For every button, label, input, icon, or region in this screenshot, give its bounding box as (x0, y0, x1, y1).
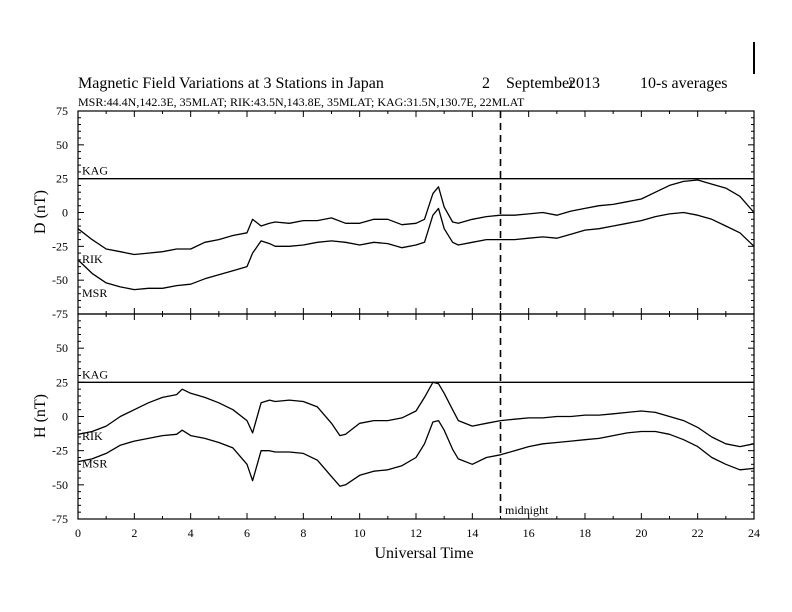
station-label-rik: RIK (82, 429, 103, 443)
station-label-msr: MSR (82, 286, 107, 300)
ytick-label: -50 (52, 273, 68, 287)
ytick-label: 0 (62, 206, 68, 220)
ytick-label: 25 (56, 375, 68, 389)
h-axis-label: H (nT) (32, 394, 49, 438)
stations-line: MSR:44.4N,142.3E, 35MLAT; RIK:43.5N,143.… (78, 95, 525, 109)
series-rik-line (77, 179, 755, 256)
station-label-rik: RIK (82, 252, 103, 266)
ytick-label: -75 (52, 512, 68, 526)
xtick-label: 22 (692, 526, 704, 540)
series-rik-line (77, 419, 755, 487)
panel-d-frame (77, 110, 755, 315)
series-rik-line (77, 381, 755, 448)
series-msr-line (77, 207, 755, 291)
xtick-label: 16 (523, 526, 535, 540)
xtick-label: 10 (354, 526, 366, 540)
xtick-label: 4 (188, 526, 194, 540)
xtick-label: 6 (244, 526, 250, 540)
date-year: 2013 (568, 75, 600, 92)
panel-h-frame (77, 313, 755, 520)
xtick-label: 14 (466, 526, 478, 540)
ytick-label: -25 (52, 444, 68, 458)
ytick-label: 50 (56, 138, 68, 152)
station-label-kag: KAG (82, 367, 108, 381)
reference-lines (78, 111, 754, 519)
ytick-label: 25 (56, 172, 68, 186)
station-label-msr: MSR (82, 456, 107, 470)
date-day: 2 (482, 75, 490, 92)
ytick-label: -75 (52, 307, 68, 321)
xtick-label: 20 (635, 526, 647, 540)
xtick-label: 8 (300, 526, 306, 540)
data-traces (77, 179, 755, 487)
xtick-label: 2 (131, 526, 137, 540)
d-axis-label: D (nT) (32, 190, 49, 234)
midnight-label: midnight (505, 503, 549, 517)
xtick-label: 24 (748, 526, 760, 540)
ytick-label: 75 (56, 104, 68, 118)
station-label-kag: KAG (82, 164, 108, 178)
xtick-label: 0 (75, 526, 81, 540)
xtick-label: 18 (579, 526, 591, 540)
ytick-label: 50 (56, 341, 68, 355)
x-axis-label: Universal Time (374, 545, 473, 562)
ytick-label: -50 (52, 478, 68, 492)
xtick-label: 12 (410, 526, 422, 540)
chart-title: Magnetic Field Variations at 3 Stations … (78, 75, 384, 92)
station-labels: KAG RIK MSR KAG RIK MSR (82, 164, 108, 471)
averaging-label: 10-s averages (640, 75, 728, 92)
date-month: September (506, 75, 575, 92)
ytick-label: -25 (52, 239, 68, 253)
ytick-label: 0 (62, 410, 68, 424)
